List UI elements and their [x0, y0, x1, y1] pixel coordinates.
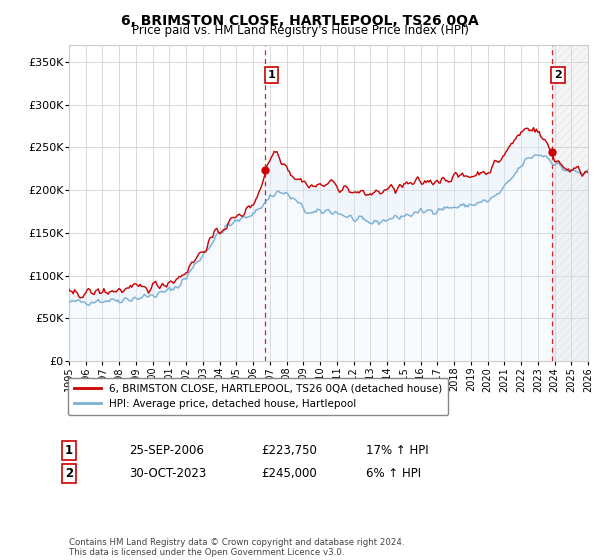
Legend: 6, BRIMSTON CLOSE, HARTLEPOOL, TS26 0QA (detached house), HPI: Average price, de: 6, BRIMSTON CLOSE, HARTLEPOOL, TS26 0QA … [68, 377, 448, 416]
Text: 25-SEP-2006: 25-SEP-2006 [129, 444, 204, 458]
Text: 1: 1 [268, 70, 275, 80]
Text: Contains HM Land Registry data © Crown copyright and database right 2024.
This d: Contains HM Land Registry data © Crown c… [69, 538, 404, 557]
Text: 6, BRIMSTON CLOSE, HARTLEPOOL, TS26 0QA: 6, BRIMSTON CLOSE, HARTLEPOOL, TS26 0QA [121, 14, 479, 28]
Text: Price paid vs. HM Land Registry's House Price Index (HPI): Price paid vs. HM Land Registry's House … [131, 24, 469, 36]
Text: 1: 1 [65, 444, 73, 458]
Bar [551, 45, 588, 361]
Text: 30-OCT-2023: 30-OCT-2023 [129, 466, 206, 480]
Text: £223,750: £223,750 [261, 444, 317, 458]
Text: £245,000: £245,000 [261, 466, 317, 480]
Text: 6% ↑ HPI: 6% ↑ HPI [366, 466, 421, 480]
Text: 2: 2 [65, 466, 73, 480]
Text: 17% ↑ HPI: 17% ↑ HPI [366, 444, 428, 458]
Text: 2: 2 [554, 70, 562, 80]
